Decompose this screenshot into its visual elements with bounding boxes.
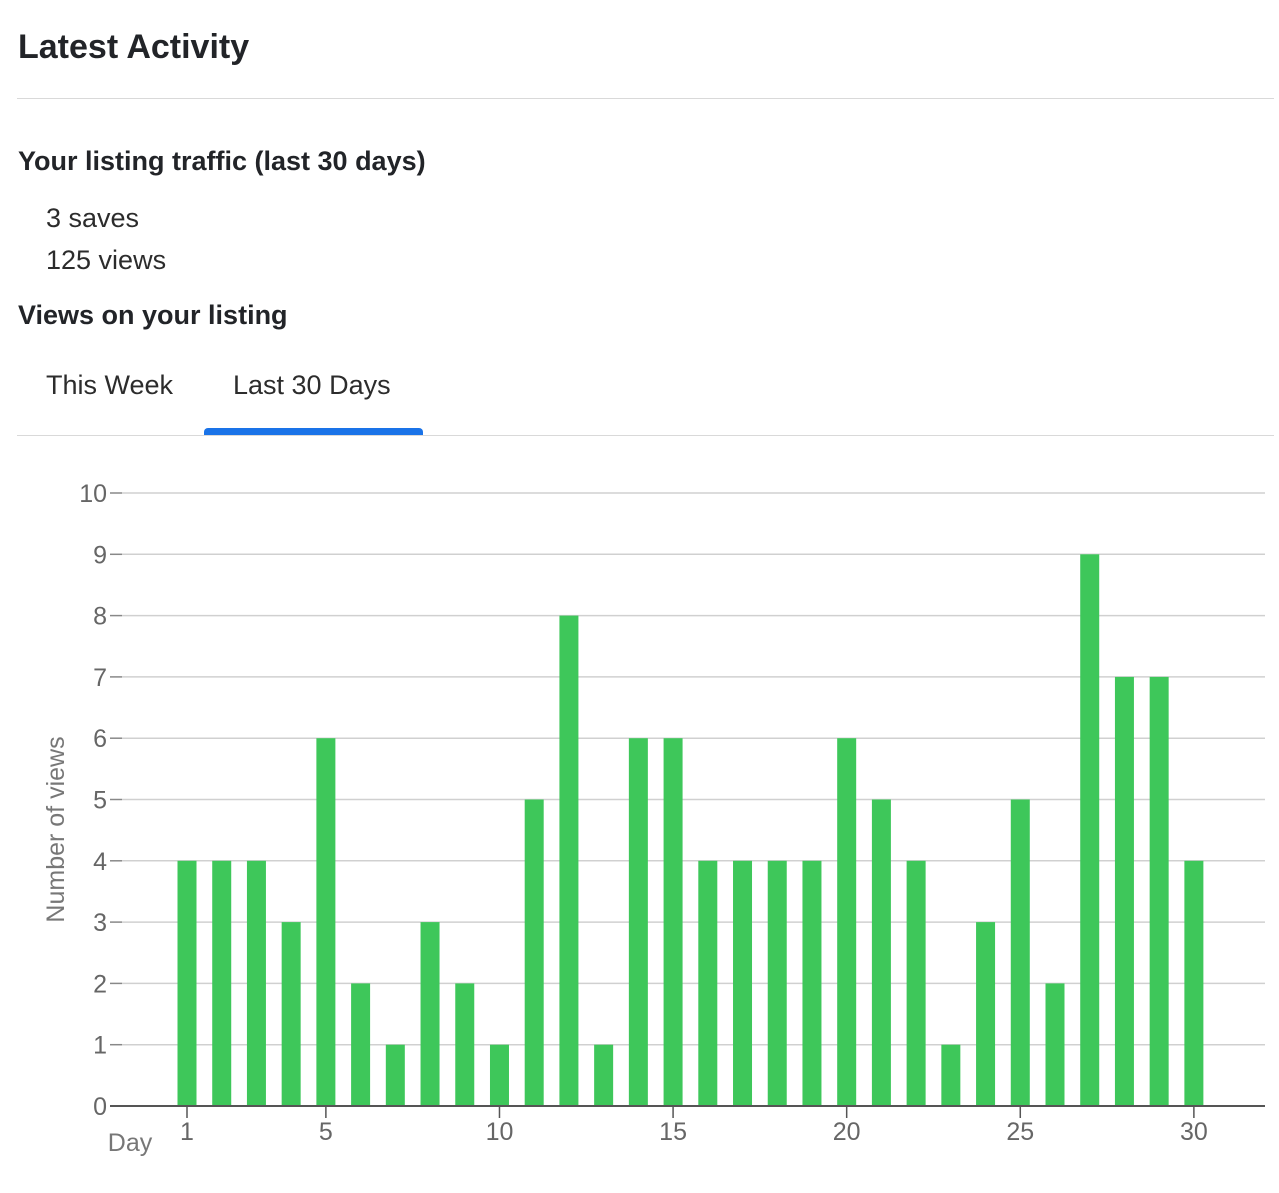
bar-day-29	[1149, 676, 1169, 1106]
y-axis-title: Number of views	[42, 736, 70, 922]
bar-day-11	[524, 799, 544, 1106]
bar-day-26	[1045, 983, 1065, 1106]
bar-day-28	[1114, 676, 1134, 1106]
bar-day-16	[698, 860, 718, 1106]
bar-day-23	[941, 1044, 961, 1106]
bar-day-19	[802, 860, 822, 1106]
bar-day-8	[420, 922, 440, 1106]
active-tab-indicator	[204, 428, 423, 435]
y-tick-label-2: 2	[93, 970, 107, 998]
y-tick-label-9: 9	[93, 541, 107, 569]
bar-day-2	[212, 860, 232, 1106]
bar-day-24	[976, 922, 996, 1106]
tab-last-30-days[interactable]: Last 30 Days	[233, 370, 391, 400]
y-tick-label-5: 5	[93, 787, 107, 815]
bar-day-13	[594, 1044, 614, 1106]
y-tick-label-6: 6	[93, 725, 107, 753]
bar-day-14	[628, 738, 648, 1106]
bar-day-6	[351, 983, 371, 1106]
bar-day-5	[316, 738, 336, 1106]
y-tick-label-1: 1	[93, 1032, 107, 1060]
traffic-heading: Your listing traffic (last 30 days)	[18, 146, 426, 176]
bar-day-21	[871, 799, 891, 1106]
x-tick-label-10: 10	[486, 1118, 514, 1146]
bar-day-17	[733, 860, 753, 1106]
title-divider	[17, 98, 1274, 99]
x-tick-label-1: 1	[180, 1118, 194, 1146]
y-tick-label-3: 3	[93, 909, 107, 937]
y-tick-label-10: 10	[79, 480, 107, 508]
bar-day-22	[906, 860, 926, 1106]
views-heading: Views on your listing	[18, 300, 288, 330]
bar-day-25	[1010, 799, 1030, 1106]
bar-day-12	[559, 615, 579, 1106]
bar-day-10	[489, 1044, 509, 1106]
x-tick-label-15: 15	[659, 1118, 687, 1146]
saves-count: 3 saves	[46, 203, 140, 233]
x-tick-label-30: 30	[1180, 1118, 1208, 1146]
bar-day-9	[455, 983, 475, 1106]
bar-day-3	[246, 860, 266, 1106]
tab-this-week[interactable]: This Week	[46, 370, 174, 400]
bar-day-4	[281, 922, 301, 1106]
views-count: 125 views	[46, 245, 167, 275]
tabs-divider	[17, 435, 1274, 436]
x-tick-label-25: 25	[1006, 1118, 1034, 1146]
y-tick-label-0: 0	[93, 1093, 107, 1121]
bar-day-15	[663, 738, 683, 1106]
y-tick-label-8: 8	[93, 603, 107, 631]
x-axis-title: Day	[108, 1129, 153, 1157]
bar-day-27	[1080, 554, 1100, 1106]
x-tick-label-20: 20	[833, 1118, 861, 1146]
page-title: Latest Activity	[18, 28, 250, 66]
bar-day-20	[837, 738, 857, 1106]
bar-day-1	[177, 860, 197, 1106]
bar-day-7	[385, 1044, 405, 1106]
bar-day-18	[767, 860, 787, 1106]
x-tick-label-5: 5	[319, 1118, 333, 1146]
bar-day-30	[1184, 860, 1204, 1106]
y-tick-label-7: 7	[93, 664, 107, 692]
y-tick-label-4: 4	[93, 848, 107, 876]
